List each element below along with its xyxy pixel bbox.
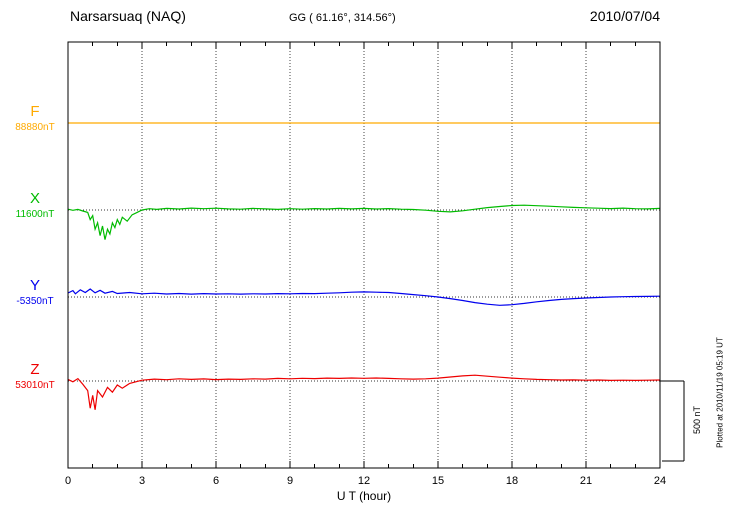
station-title: Narsarsuaq (NAQ) [70,8,186,24]
component-Y-baseline-value: -5350nT [16,296,54,307]
trace-Y [67,288,661,306]
x-tick-label: 18 [506,475,518,487]
component-F-baseline-value: 88880nT [15,122,55,133]
component-Y-label: Y [29,277,40,294]
x-tick-label: 6 [213,475,219,487]
trace-X [67,204,661,240]
plotted-at-note: Plotted at 2010/11/19 05:19 UT [715,337,725,448]
x-axis-title: U T (hour) [336,489,392,503]
geographic-coords: GG ( 61.16°, 314.56°) [289,12,396,24]
plot-date: 2010/07/04 [589,8,660,24]
x-tick-label: 12 [358,475,370,487]
component-X-baseline-value: 11600nT [15,209,55,220]
component-F-label: F [30,103,40,120]
x-tick-label: 9 [287,475,293,487]
x-tick-label: 0 [65,475,71,487]
component-Z-label: Z [30,361,40,378]
trace-Z [67,374,661,410]
x-tick-label: 21 [580,475,592,487]
component-F: F 88880nT [6,104,64,134]
x-tick-label: 24 [654,475,666,487]
x-tick-label: 15 [432,475,444,487]
component-Z-baseline-value: 53010nT [15,380,55,391]
scale-bar-label: 500 nT [692,405,702,435]
component-Z: Z 53010nT [6,362,64,392]
component-X-label: X [29,190,40,207]
component-X: X 11600nT [6,191,64,221]
component-Y: Y -5350nT [6,278,64,308]
x-tick-label: 3 [139,475,145,487]
